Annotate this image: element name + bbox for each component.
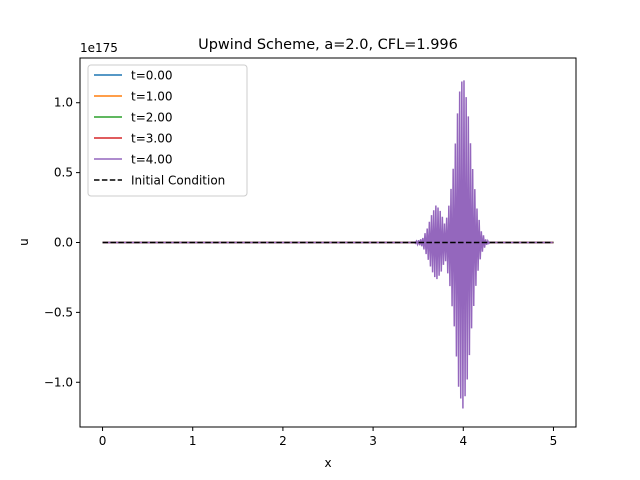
axis-ticks: 0 1 2 3 4 5 −1.0 −0.5 0.0 0.5 1.0 [44,96,557,448]
legend-label: t=4.00 [131,153,172,167]
legend-label: t=2.00 [131,111,172,125]
y-tick-label: 0.5 [54,166,73,180]
legend-label: t=3.00 [131,132,172,146]
y-tick-label: −0.5 [44,305,73,319]
legend-label: Initial Condition [131,174,225,188]
y-tick-label: 0.0 [54,236,73,250]
y-tick-label: −1.0 [44,375,73,389]
x-axis-label: x [324,456,331,470]
chart-title: Upwind Scheme, a=2.0, CFL=1.996 [198,37,458,53]
x-tick-label: 5 [550,434,558,448]
legend: t=0.00 t=1.00 t=2.00 t=3.00 t=4.00 Initial Co… [87,64,248,197]
x-tick-label: 1 [189,434,197,448]
x-tick-label: 4 [459,434,467,448]
x-tick-label: 2 [279,434,287,448]
y-axis-offset-label: 1e175 [80,41,118,55]
y-axis-label: u [17,238,31,246]
x-tick-label: 0 [99,434,107,448]
plot-area [102,80,554,409]
y-tick-label: 1.0 [54,96,73,110]
legend-box [87,64,248,197]
legend-label: t=1.00 [131,90,172,104]
legend-label: t=0.00 [131,69,172,83]
x-tick-label: 3 [369,434,377,448]
